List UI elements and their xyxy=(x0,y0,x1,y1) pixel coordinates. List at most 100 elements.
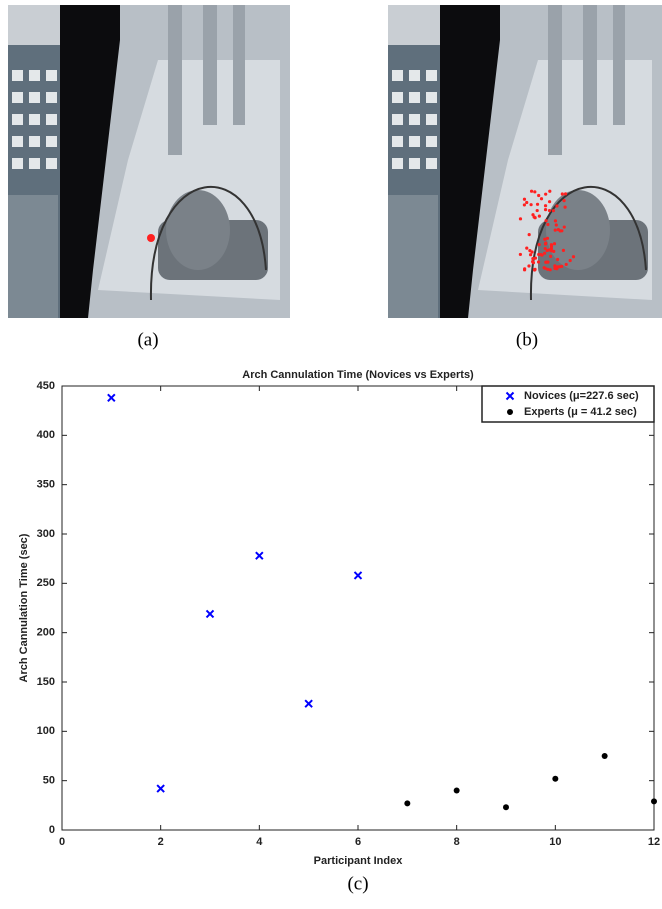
legend-box xyxy=(481,385,655,423)
y-tick-label: 0 xyxy=(49,824,55,836)
y-tick-label: 150 xyxy=(37,676,55,688)
tracked-point xyxy=(546,222,550,227)
tracked-point xyxy=(535,202,540,206)
tool-icon xyxy=(29,70,40,81)
x-stroke xyxy=(505,391,515,401)
tracked-point xyxy=(553,228,557,232)
tracked-point xyxy=(562,199,566,203)
tool-icon xyxy=(409,70,420,81)
tracked-point xyxy=(528,253,533,257)
tracked-point xyxy=(553,266,557,271)
tracked-point xyxy=(563,205,567,209)
fluoroscopy-image-b xyxy=(388,5,662,318)
tracked-point xyxy=(552,242,557,246)
tracked-point xyxy=(571,255,576,259)
tracked-point xyxy=(543,242,548,246)
tracked-point xyxy=(553,264,557,268)
x-tick-label: 6 xyxy=(355,836,361,848)
tracked-point xyxy=(527,233,531,237)
tracked-point xyxy=(543,208,548,212)
tracked-point xyxy=(525,246,529,250)
x-tick-label: 10 xyxy=(549,836,561,848)
tissue xyxy=(166,190,230,270)
tool-icon xyxy=(12,114,23,125)
fluoroscopy-image-a xyxy=(8,5,290,318)
x-marker xyxy=(205,609,215,619)
tool-icon xyxy=(46,114,57,125)
tracked-point xyxy=(537,214,541,218)
x-marker xyxy=(255,551,264,560)
tube xyxy=(203,5,217,125)
panel-label: (a) xyxy=(137,329,158,350)
y-tick-label: 100 xyxy=(37,725,55,737)
info-box xyxy=(8,5,64,45)
dot-marker xyxy=(404,800,411,807)
arch-catheter xyxy=(529,185,647,301)
tracked-point xyxy=(547,248,551,252)
legend-label: Experts (μ = 41.2 sec) xyxy=(524,406,637,418)
tracked-point xyxy=(548,268,552,272)
tracked-point xyxy=(558,229,562,233)
tracked-point xyxy=(530,250,534,254)
tracked-point xyxy=(545,236,550,240)
tracked-point xyxy=(533,256,538,260)
y-axis-label: Arch Cannulation Time (sec) xyxy=(18,533,30,682)
tracked-point xyxy=(547,200,552,204)
tool-icon xyxy=(426,136,437,147)
tool-icon xyxy=(392,136,403,147)
tracked-point xyxy=(531,256,535,261)
chart-title: Arch Cannulation Time (Novices vs Expert… xyxy=(242,369,474,381)
tracked-point xyxy=(552,249,556,254)
tracked-point xyxy=(561,248,566,252)
y-tick-label: 300 xyxy=(37,528,55,540)
tube xyxy=(168,5,182,155)
tracked-point xyxy=(533,190,537,194)
dot-marker xyxy=(651,798,657,805)
tracked-point xyxy=(544,192,548,196)
dot-marker xyxy=(503,804,509,811)
tube xyxy=(233,5,245,125)
tracked-point xyxy=(535,208,539,213)
y-tick-label: 200 xyxy=(37,627,55,639)
plot-frame xyxy=(61,385,655,831)
tube xyxy=(613,5,625,125)
x-marker xyxy=(304,699,313,708)
tool-icon xyxy=(46,158,57,169)
tracked-point xyxy=(527,264,531,268)
tracked-point xyxy=(549,246,554,251)
tracked-point xyxy=(568,258,572,263)
tracked-point xyxy=(536,260,541,264)
legend-marker xyxy=(505,391,515,401)
tool-icon xyxy=(46,136,57,147)
tracked-point xyxy=(542,266,546,270)
x-tick-label: 4 xyxy=(256,836,263,848)
tool-icon xyxy=(12,70,23,81)
tracked-point xyxy=(556,257,560,262)
tool-icon xyxy=(409,136,420,147)
tracked-point xyxy=(543,204,548,208)
tracked-point xyxy=(522,203,526,207)
tool-icon xyxy=(29,114,40,125)
tool-icon xyxy=(29,136,40,147)
tracked-point xyxy=(544,219,548,223)
tool-icon xyxy=(409,114,420,125)
tracked-point xyxy=(555,204,559,208)
tool-icon xyxy=(392,114,403,125)
tool-icon xyxy=(426,158,437,169)
x-tick-label: 8 xyxy=(454,836,460,848)
y-tick-label: 350 xyxy=(37,479,55,491)
tracked-point xyxy=(523,267,527,271)
tool-icon xyxy=(29,92,40,103)
tracked-point xyxy=(525,200,529,205)
tube xyxy=(548,5,562,155)
tracked-point xyxy=(563,192,568,196)
y-tick-label: 50 xyxy=(43,775,55,787)
tool-icon xyxy=(426,70,437,81)
tracked-point xyxy=(531,213,535,217)
tracked-point xyxy=(543,237,547,241)
tracked-point xyxy=(553,219,558,223)
dot-marker xyxy=(552,775,559,782)
tracked-point xyxy=(532,268,537,272)
x-stroke xyxy=(353,571,363,580)
tracked-point xyxy=(533,216,537,220)
